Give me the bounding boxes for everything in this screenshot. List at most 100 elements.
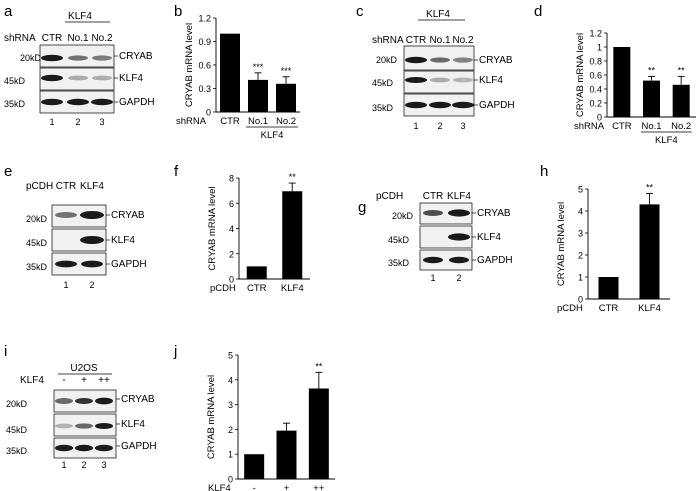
y-tick-label: 4 <box>228 375 233 385</box>
y-axis-label: CRYAB mRNA level <box>207 186 218 270</box>
group-label: KLF4 <box>655 135 678 146</box>
lane-label: KLF4 <box>447 191 471 202</box>
blot-band <box>80 211 104 219</box>
bar <box>276 430 297 479</box>
marker-label: 45kD <box>26 238 48 248</box>
y-tick-label: 5 <box>578 185 583 195</box>
panel-letter-b: b <box>174 3 182 20</box>
y-tick-label: 1 <box>578 273 583 283</box>
significance-mark: ** <box>648 65 656 75</box>
panel-e: e pCDH CTR KLF4 20kD CRYAB 45kD KLF4 35k… <box>4 163 147 290</box>
blot-band <box>68 55 88 61</box>
lane-label: No.2 <box>91 33 113 44</box>
lane-label: CTR <box>56 181 77 192</box>
lane-number: 3 <box>99 117 104 127</box>
protein-label: KLF4 <box>477 232 501 243</box>
y-tick-label: 5 <box>228 351 233 361</box>
blot-band <box>430 77 450 83</box>
lane-number: 3 <box>101 460 106 470</box>
protein-label: GAPDH <box>479 100 515 111</box>
category-label: KLF4 <box>638 303 661 314</box>
blot-band <box>92 55 112 61</box>
lane-label: - <box>62 375 65 386</box>
y-tick-label: 4 <box>229 224 234 234</box>
y-tick-label: 0.8 <box>589 57 602 67</box>
panel-letter-a: a <box>4 3 13 20</box>
bar <box>246 266 267 279</box>
blot-band <box>405 101 427 109</box>
lane-number: 2 <box>89 280 94 290</box>
panel-c: c KLF4 shRNA CTR No.1 No.2 20kD CRYAB 45… <box>356 3 515 131</box>
category-label: KLF4 <box>281 283 304 294</box>
marker-label: 20kD <box>376 55 398 65</box>
marker-label: 35kD <box>4 99 26 109</box>
y-tick-label: 1 <box>597 43 602 53</box>
marker-label: 35kD <box>6 446 28 456</box>
row-prefix: shRNA <box>372 35 404 46</box>
y-tick-label: 2 <box>578 251 583 261</box>
category-label: CTR <box>612 121 632 132</box>
y-tick-label: 0 <box>206 108 211 118</box>
y-tick-label: 1.2 <box>198 14 211 24</box>
row-prefix: KLF4 <box>20 375 44 386</box>
blot-band <box>448 209 470 217</box>
blot-band <box>95 423 113 429</box>
blot-band <box>81 260 103 268</box>
group-header: KLF4 <box>68 11 92 22</box>
protein-label: CRYAB <box>121 394 155 405</box>
group-label: KLF4 <box>261 130 284 141</box>
blot-band <box>80 236 104 244</box>
category-label: No.2 <box>671 121 691 132</box>
category-label: ++ <box>313 483 325 491</box>
blot-band <box>423 210 443 216</box>
blot-band <box>55 423 73 429</box>
blot-band <box>75 423 93 429</box>
significance-mark: ** <box>289 172 297 182</box>
blot-band <box>429 101 451 109</box>
protein-label: CRYAB <box>479 55 513 66</box>
bar <box>244 454 265 479</box>
blot-band <box>92 75 112 81</box>
significance-mark: ** <box>646 182 654 192</box>
y-tick-label: 1.2 <box>589 29 602 39</box>
lane-number: 2 <box>456 273 461 283</box>
category-label: CTR <box>247 283 267 294</box>
group-header: U2OS <box>70 363 98 374</box>
y-tick-label: 2 <box>228 425 233 435</box>
category-label: + <box>284 483 290 491</box>
bar <box>639 204 660 299</box>
bar <box>248 79 268 112</box>
significance-mark: ** <box>678 65 686 75</box>
marker-label: 20kD <box>6 399 28 409</box>
blot-band <box>67 98 89 106</box>
blot-band <box>55 398 73 404</box>
protein-label: CRYAB <box>111 210 145 221</box>
row-prefix: shRNA <box>4 33 36 44</box>
category-label: CTR <box>599 303 619 314</box>
bar <box>282 191 303 279</box>
lane-label: No.2 <box>452 35 474 46</box>
bar-chart-j: 0 1 2 3 4 5 CRYAB mRNA level - + ** ++ KLF4 <box>206 351 335 491</box>
marker-label: 35kD <box>388 258 410 268</box>
marker-label: 35kD <box>26 262 48 272</box>
lane-number: 2 <box>75 117 80 127</box>
blot-band <box>453 57 473 63</box>
lane-number: 2 <box>437 121 442 131</box>
significance-mark: *** <box>253 62 264 72</box>
bar-chart-f: 0 2 4 6 8 CRYAB mRNA level CTR ** KLF4 pCDH <box>207 172 310 294</box>
marker-label: 20kD <box>392 211 414 221</box>
blot-band <box>453 77 473 83</box>
y-tick-label: 0 <box>229 275 234 285</box>
row-prefix-label: shRNA <box>574 121 605 132</box>
row-prefix-label: KLF4 <box>208 483 231 491</box>
bar <box>308 388 329 479</box>
blot-band <box>449 256 469 264</box>
marker-label: 45kD <box>372 78 394 88</box>
lane-label: No.1 <box>67 33 89 44</box>
category-label: No.1 <box>248 116 268 127</box>
lane-number: 3 <box>460 121 465 131</box>
panel-letter-i: i <box>4 343 7 360</box>
marker-label: 35kD <box>372 103 394 113</box>
panel-a: a KLF4 shRNA CTR No.1 No.2 20kD CRYAB 45… <box>4 3 155 127</box>
protein-label: GAPDH <box>121 441 157 452</box>
